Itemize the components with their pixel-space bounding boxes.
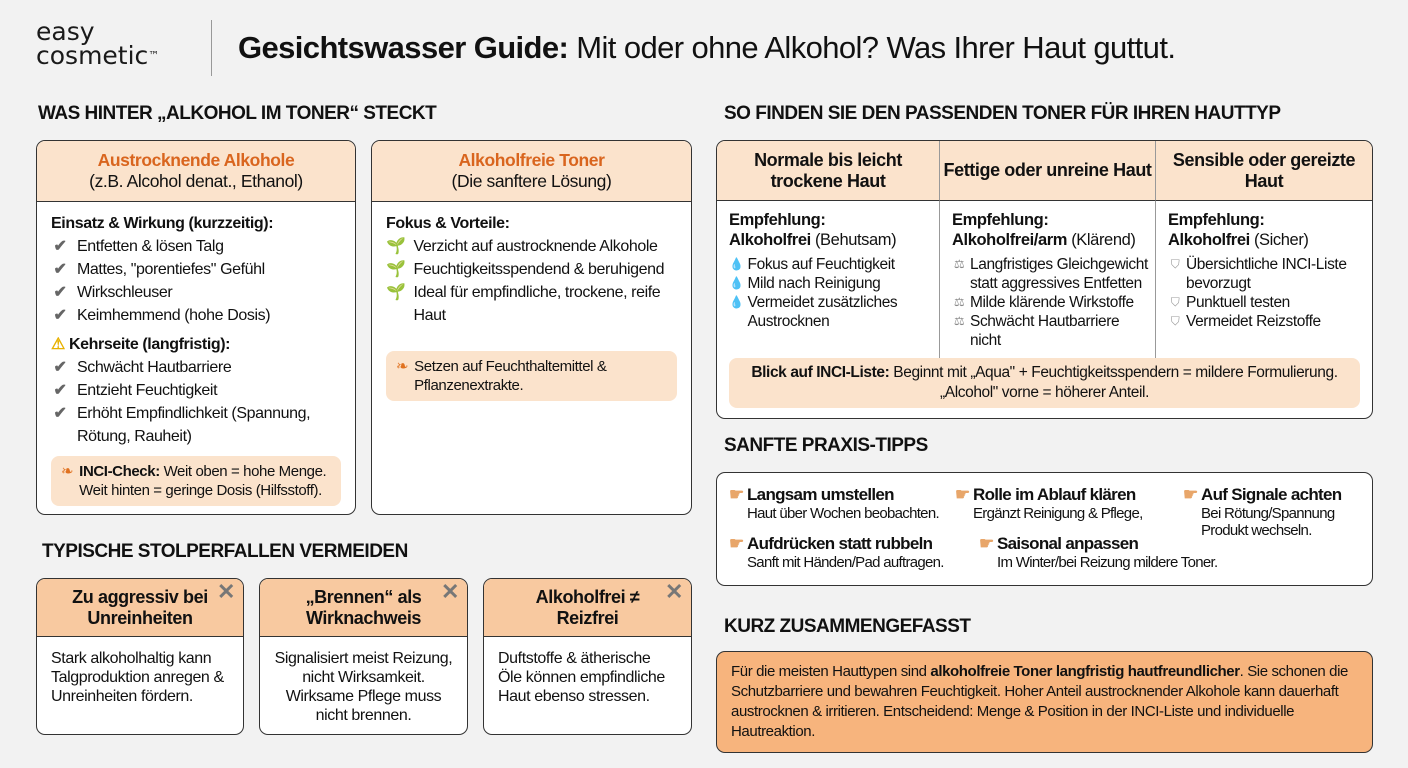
logo: easy cosmetic™	[36, 17, 160, 70]
balance-scale-icon: ⚖	[953, 314, 965, 328]
check-icon: ✔	[53, 238, 67, 255]
pointing-hand-icon: ☛	[729, 485, 744, 504]
tips-box: ☛ Langsam umstellen Haut über Wochen beoba…	[716, 472, 1373, 586]
section-heading-alcohol: WAS HINTER „ALKOHOL IM TONER“ STECKT	[38, 103, 437, 124]
list-item: ✔ Mattes, "porentiefes" Gefühl	[51, 258, 341, 281]
tip-item: ☛ Langsam umstellen Haut über Wochen beoba…	[729, 485, 940, 522]
list-item: 💧 Vermeidet zusätzliches Austrocknen	[729, 294, 898, 330]
check-icon: ✔	[53, 405, 67, 422]
leaf-icon: ❧	[396, 358, 409, 375]
shield-icon: ⛉	[1170, 314, 1180, 328]
column-header: Fettige oder unreine Haut	[940, 141, 1156, 201]
card-alcohol-free: Alkoholfreie Toner (Die sanftere Lösung) …	[371, 140, 692, 515]
check-icon: ✔	[53, 359, 67, 376]
divider	[211, 20, 212, 76]
tip-item: ☛ Rolle im Ablauf klären Ergänzt Reinigung…	[955, 485, 1143, 522]
column-body: Empfehlung: Alkoholfrei (Behutsam) 💧 Fokus …	[717, 201, 940, 358]
sprout-icon: 🌱	[386, 238, 406, 255]
check-icon: ✔	[53, 307, 67, 324]
recommendation: Empfehlung: Alkoholfrei (Sicher)	[1168, 211, 1309, 249]
inci-check-note: ❧ INCI-Check: Weit oben = hohe Menge. Wei…	[51, 456, 341, 506]
section-heading-skin-types: SO FINDEN SIE DEN PASSENDEN TONER FÜR IH…	[724, 103, 1281, 124]
pitfall-text: Duftstoffe & ätherische Öle können empfi…	[498, 650, 665, 705]
pitfall-title: Zu aggressiv bei Unreinheiten	[72, 587, 208, 628]
pitfall-title: Alkoholfrei ≠ Reizfrei	[535, 587, 640, 628]
tip-item: ☛ Auf Signale achten Bei Rötung/Spannung P…	[1183, 485, 1342, 539]
pitfall-text: Stark alkoholhaltig kann Talgproduktion …	[51, 650, 224, 705]
pointing-hand-icon: ☛	[729, 534, 744, 553]
column-header: Sensible oder gereizte Haut	[1156, 141, 1372, 201]
page-title: Gesichtswasser Guide: Mit oder ohne Alko…	[238, 30, 1176, 65]
pitfall-text: Signalisiert meist Reizung, nicht Wirksa…	[274, 650, 453, 724]
pitfall-card: Alkoholfrei ≠ Reizfrei ✕ Duftstoffe & äthe…	[483, 578, 692, 735]
sprout-icon: 🌱	[386, 284, 406, 301]
balance-scale-icon: ⚖	[953, 295, 965, 309]
column-header: Normale bis leicht trockene Haut	[717, 141, 940, 201]
card-drying-alcohols: Austrocknende Alkohole (z.B. Alcohol dena…	[36, 140, 356, 515]
list-item: ⚖ Schwächt Hautbarriere nicht	[953, 313, 1120, 349]
list-item: ✔ Entfetten & lösen Talg	[51, 235, 341, 258]
card-subtitle: (z.B. Alcohol denat., Ethanol)	[89, 171, 303, 191]
pitfall-card: „Brennen“ als Wirknachweis ✕ Signalisiert …	[259, 578, 468, 735]
list-item: ✔ Schwächt Hautbarriere	[51, 356, 341, 379]
skin-type-table: Normale bis leicht trockene Haut Fettige …	[716, 140, 1373, 419]
card-subtitle: (Die sanftere Lösung)	[451, 171, 612, 191]
water-drop-icon: 💧	[729, 295, 744, 309]
list-item: ✔ Keimhemmend (hohe Dosis)	[51, 304, 341, 327]
column-body: Empfehlung: Alkoholfrei (Sicher) ⛉ Übersich…	[1156, 201, 1372, 358]
water-drop-icon: 💧	[729, 276, 744, 290]
card-title: Austrocknende Alkohole	[97, 150, 295, 170]
recommendation: Empfehlung: Alkoholfrei (Behutsam)	[729, 211, 897, 249]
column-body: Empfehlung: Alkoholfrei/arm (Klärend) ⚖ Lan…	[940, 201, 1156, 358]
pointing-hand-icon: ☛	[955, 485, 970, 504]
pointing-hand-icon: ☛	[1183, 485, 1198, 504]
summary-box: Für die meisten Hauttypen sind alkoholfr…	[716, 651, 1373, 753]
tip-item: ☛ Saisonal anpassen Im Winter/bei Reizung …	[979, 534, 1218, 571]
card-title: Alkoholfreie Toner	[458, 150, 605, 170]
close-x-icon: ✕	[216, 579, 235, 604]
warning-icon: ⚠	[51, 336, 65, 353]
list-item: 🌱 Verzicht auf austrocknende Alkohole	[386, 235, 677, 258]
list-item: ⚖ Milde klärende Wirkstoffe	[953, 294, 1134, 311]
list-item: 💧 Fokus auf Feuchtigkeit	[729, 256, 895, 273]
recommendation: Empfehlung: Alkoholfrei/arm (Klärend)	[952, 211, 1136, 249]
list-item: ⚖ Langfristiges Gleichgewicht statt aggre…	[953, 256, 1148, 292]
subheading: Einsatz & Wirkung (kurzzeitig):	[51, 215, 274, 232]
list-item: 🌱 Feuchtigkeitsspendend & beruhigend	[386, 258, 677, 281]
pitfall-card: Zu aggressiv bei Unreinheiten ✕ Stark alko…	[36, 578, 244, 735]
shield-icon: ⛉	[1170, 257, 1180, 271]
close-x-icon: ✕	[440, 579, 459, 604]
section-heading-tips: SANFTE PRAXIS-TIPPS	[724, 435, 928, 456]
subheading: ⚠ Kehrseite (langfristig):	[51, 336, 231, 353]
pointing-hand-icon: ☛	[979, 534, 994, 553]
list-item: ⛉ Übersichtliche INCI-Liste bevorzugt	[1168, 255, 1366, 293]
list-item: 💧 Mild nach Reinigung	[729, 275, 881, 292]
check-icon: ✔	[53, 261, 67, 278]
list-item: ⛉ Vermeidet Reizstoffe	[1168, 312, 1366, 331]
list-item: ✔ Erhöht Empfindlichkeit (Spannung, Rötun…	[51, 402, 341, 448]
benefit-note: ❧ Setzen auf Feuchthaltemittel & Pflanzen…	[386, 351, 677, 401]
inci-list-note: Blick auf INCI-Liste: Beginnt mit „Aqua"…	[729, 358, 1360, 408]
water-drop-icon: 💧	[729, 257, 744, 271]
close-x-icon: ✕	[664, 579, 683, 604]
subheading: Fokus & Vorteile:	[386, 215, 510, 232]
sprout-icon: 🌱	[386, 261, 406, 278]
list-item: 🌱 Ideal für empfindliche, trockene, reife…	[386, 281, 677, 327]
balance-scale-icon: ⚖	[953, 257, 965, 271]
pitfall-title: „Brennen“ als Wirknachweis	[305, 587, 422, 628]
check-icon: ✔	[53, 284, 67, 301]
section-heading-pitfalls: TYPISCHE STOLPERFALLEN VERMEIDEN	[42, 541, 408, 562]
list-item: ⛉ Punktuell testen	[1168, 293, 1366, 312]
tip-item: ☛ Aufdrücken statt rubbeln Sanft mit Hände…	[729, 534, 944, 571]
list-item: ✔ Wirkschleuser	[51, 281, 341, 304]
list-item: ✔ Entzieht Feuchtigkeit	[51, 379, 341, 402]
shield-icon: ⛉	[1170, 295, 1180, 309]
leaf-icon: ❧	[61, 463, 74, 480]
section-heading-summary: KURZ ZUSAMMENGEFASST	[724, 616, 971, 637]
check-icon: ✔	[53, 382, 67, 399]
